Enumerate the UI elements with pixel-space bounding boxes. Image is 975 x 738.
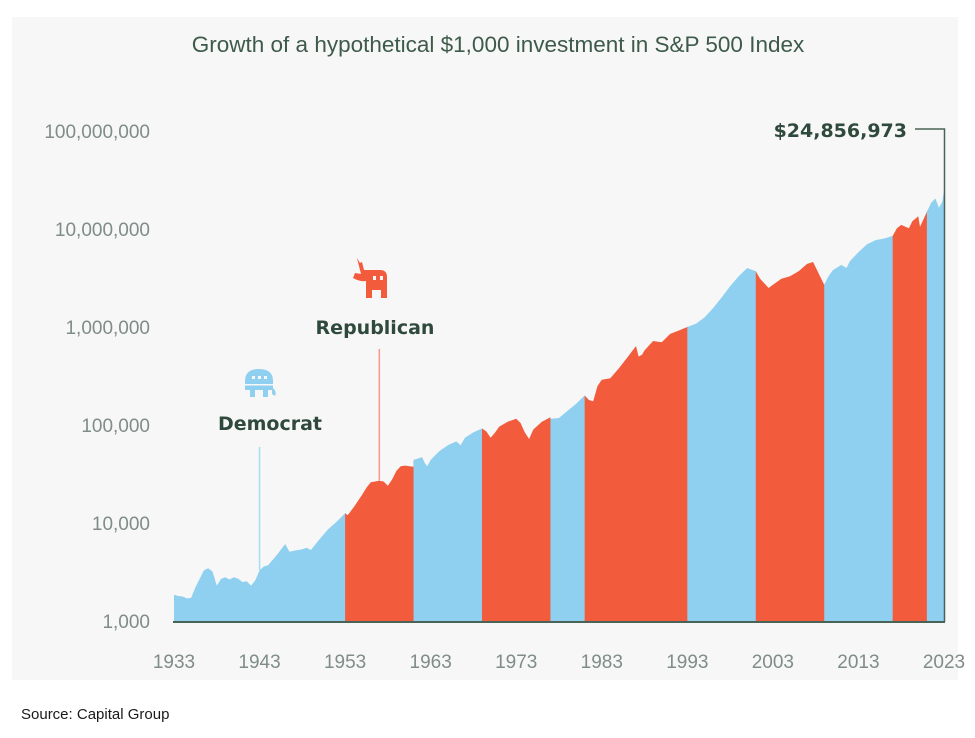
segment-democrat-1993-2001 (687, 190, 757, 621)
x-tick-label: 1993 (666, 652, 708, 673)
x-tick-label: 2013 (837, 652, 879, 673)
final-value-label: $24,856,973 (774, 120, 907, 142)
x-tick-label: 1943 (238, 652, 280, 673)
segment-democrat-1977-1981 (550, 190, 586, 621)
segment-democrat-1961-1969 (413, 190, 483, 621)
segment-republican-2017-2021 (892, 190, 928, 621)
y-axis-ticks: 1,000 10,000 100,000 1,000,000 10,000,000 100… (44, 122, 150, 633)
democrat-label: Democrat (218, 413, 322, 435)
segment-republican-1969-1977 (482, 190, 551, 621)
elephant-icon (245, 369, 276, 397)
final-value-annotation: $24,856,973 (774, 120, 946, 622)
democrat-annotation: Democrat (218, 369, 322, 571)
republican-annotation: Republican (316, 258, 435, 481)
segment-republican-1981-1993 (584, 190, 688, 621)
segment-republican-2001-2009 (755, 190, 825, 621)
x-tick-label: 1933 (153, 652, 195, 673)
x-tick-label: 1983 (581, 652, 623, 673)
y-tick-label: 1,000,000 (65, 318, 150, 339)
republican-label: Republican (316, 317, 435, 339)
x-tick-label: 2023 (923, 652, 965, 673)
segment-democrat-2021-2023 (926, 190, 944, 621)
segment-republican-1953-1961 (345, 190, 415, 621)
party-segments (174, 190, 944, 621)
y-tick-label: 100,000 (81, 416, 150, 437)
source-caption: Source: Capital Group (21, 706, 170, 723)
y-tick-label: 1,000 (102, 612, 150, 633)
y-tick-label: 10,000 (92, 514, 150, 535)
segment-democrat-2009-2017 (824, 190, 894, 621)
x-tick-label: 2003 (752, 652, 794, 673)
y-tick-label: 100,000,000 (44, 122, 150, 143)
chart-title: Growth of a hypothetical $1,000 investme… (192, 32, 805, 57)
x-axis-ticks: 1933 1943 1953 1963 1973 1983 1993 2003 2013 2023 (153, 652, 965, 673)
y-tick-label: 10,000,000 (55, 220, 150, 241)
final-value-leader-line (915, 128, 946, 622)
x-tick-label: 1953 (324, 652, 366, 673)
x-tick-label: 1963 (410, 652, 452, 673)
donkey-icon (353, 258, 387, 298)
x-tick-label: 1973 (495, 652, 537, 673)
